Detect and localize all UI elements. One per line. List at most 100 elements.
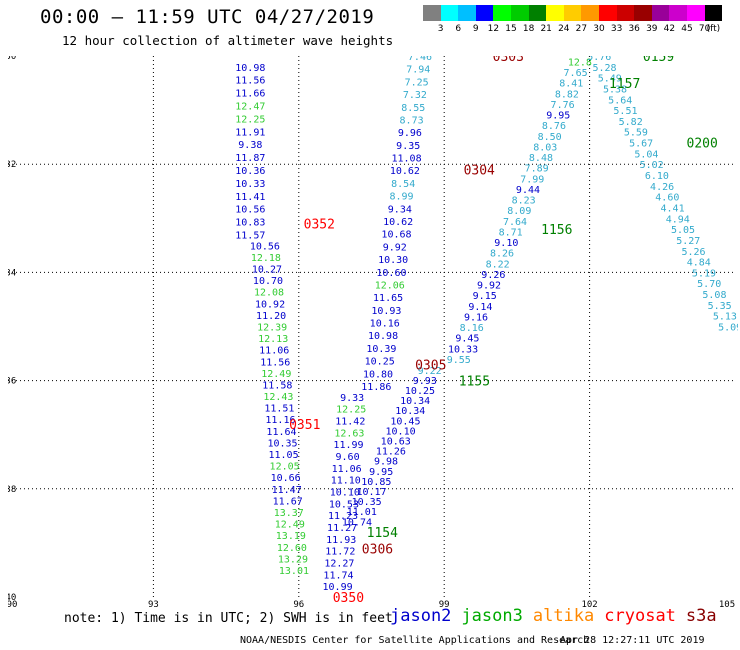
- swh-value: 9.33: [340, 393, 364, 404]
- swh-value: 5.51: [613, 106, 637, 117]
- colorbar-swatch: [528, 5, 547, 21]
- swh-value: 10.62: [390, 166, 420, 177]
- swh-value: 8.99: [389, 192, 413, 203]
- swh-value: 11.64: [266, 427, 296, 438]
- pass-time: 0305: [415, 358, 446, 373]
- swh-value: 5.64: [608, 95, 632, 106]
- swh-value: 5.59: [624, 128, 648, 139]
- y-tick-label: -30: [8, 56, 16, 62]
- legend-jason2: jason2: [390, 606, 452, 626]
- swh-value: 9.60: [336, 452, 360, 463]
- pass-time: 0351: [289, 418, 320, 433]
- swh-value: 10.98: [368, 331, 398, 342]
- colorbar-label: 12: [487, 24, 500, 34]
- pass-time: 0200: [687, 137, 718, 152]
- colorbar-swatch: [493, 5, 511, 21]
- swh-value: 10.98: [235, 63, 265, 74]
- colorbar-label: 18: [522, 24, 535, 34]
- colorbar-swatch: [599, 5, 617, 21]
- y-tick-label: -40: [8, 593, 16, 603]
- swh-value: 9.45: [455, 334, 479, 345]
- swh-value: 10.80: [363, 369, 393, 380]
- swh-value: 12.25: [235, 114, 265, 125]
- colorbar-swatch: [423, 5, 441, 21]
- swh-value: 5.70: [697, 279, 721, 290]
- swh-value: 8.82: [555, 89, 579, 100]
- colorbar-label: 45: [681, 24, 693, 34]
- y-tick-label: -32: [8, 160, 16, 170]
- swh-value: 5.13: [713, 312, 737, 323]
- swh-value: 9.35: [396, 141, 420, 152]
- pass-time: 0306: [362, 542, 393, 557]
- swh-value: 4.60: [655, 193, 679, 204]
- legend-s3a: s3a: [685, 606, 717, 626]
- swh-value: 11.65: [373, 293, 403, 304]
- axis-labels: 90 93 96 99 102 105 -30 -32 -34 -36 -38 -40: [8, 56, 735, 608]
- swh-value: 10.62: [383, 217, 413, 228]
- altimeter-tracks: 10.9811.5611.6612.4712.2511.919.3811.871…: [235, 56, 738, 593]
- colorbar-label: 39: [646, 24, 658, 34]
- swh-value: 10.92: [255, 299, 285, 310]
- swh-value: 13.29: [278, 554, 308, 565]
- x-tick-label: 96: [293, 600, 304, 608]
- swh-value: 12.06: [375, 280, 405, 291]
- y-tick-label: -38: [8, 485, 16, 495]
- x-tick-label: 105: [719, 600, 735, 608]
- swh-value: 10.36: [235, 166, 265, 177]
- colorbar-swatch: [546, 5, 564, 21]
- swh-value: 11.99: [333, 440, 363, 451]
- colorbar-swatch: [651, 5, 670, 21]
- swh-value: 7.76: [551, 100, 575, 111]
- swh-value: 7.25: [405, 77, 429, 88]
- swh-value: 5.26: [681, 247, 705, 258]
- swh-value: 10.99: [323, 582, 353, 593]
- swh-value: 11.08: [391, 154, 421, 165]
- swh-value: 4.94: [666, 214, 690, 225]
- swh-value: 5.08: [702, 290, 726, 301]
- swh-value: 11.74: [323, 570, 353, 581]
- swh-value: 12.49: [275, 520, 305, 531]
- y-tick-label: -34: [8, 268, 16, 278]
- swh-value: 8.55: [401, 103, 425, 114]
- pass-time: 0159: [643, 56, 674, 65]
- swh-value: 10.63: [381, 436, 411, 447]
- swh-value: 8.26: [490, 249, 514, 260]
- colorbar-swatch: [616, 5, 635, 21]
- swh-value: 9.96: [398, 128, 422, 139]
- swh-value: 12.63: [334, 428, 364, 439]
- swh-value: 7.64: [503, 217, 527, 228]
- swh-value: 6.10: [645, 171, 669, 182]
- swh-value: 10.16: [370, 319, 400, 330]
- swh-value: 10.33: [235, 179, 265, 190]
- swh-value: 8.76: [542, 121, 566, 132]
- swh-value: 12.27: [324, 559, 354, 570]
- swh-value: 10.25: [365, 357, 395, 368]
- swh-value: 10.25: [405, 386, 435, 397]
- swh-value: 9.10: [494, 238, 518, 249]
- swh-value: 11.87: [235, 153, 265, 164]
- colorbar-swatch: [458, 5, 476, 21]
- swh-value: 7.94: [406, 65, 430, 76]
- swh-value: 10.34: [400, 396, 430, 407]
- swh-value: 7.65: [564, 68, 588, 79]
- swh-value: 10.35: [267, 438, 297, 449]
- colorbar-label: 15: [505, 24, 517, 34]
- swh-value: 12.05: [270, 462, 300, 473]
- pass-time: 1157: [609, 77, 640, 92]
- swh-value: 11.10: [331, 476, 361, 487]
- pass-time: 1155: [459, 375, 490, 390]
- swh-value: 8.23: [512, 196, 536, 207]
- swh-value: 12.43: [263, 392, 293, 403]
- colorbar-label: 6: [455, 24, 462, 34]
- swh-value: 11.16: [265, 415, 295, 426]
- wave-height-map: 90 93 96 99 102 105 -30 -32 -34 -36 -38 -40 10.98 11…: [8, 56, 738, 608]
- swh-value: 12.60: [277, 543, 307, 554]
- swh-value: 9.44: [516, 185, 540, 196]
- swh-value: 5.02: [640, 160, 664, 171]
- swh-value: 9.15: [473, 291, 497, 302]
- footer-credit: NOAA/NESDIS Center for Satellite Applica…: [240, 635, 590, 646]
- swh-value: 5.28: [592, 63, 616, 74]
- swh-value: 11.56: [235, 76, 265, 87]
- swh-value: 10.56: [250, 241, 280, 252]
- swh-value: 9.34: [388, 204, 412, 215]
